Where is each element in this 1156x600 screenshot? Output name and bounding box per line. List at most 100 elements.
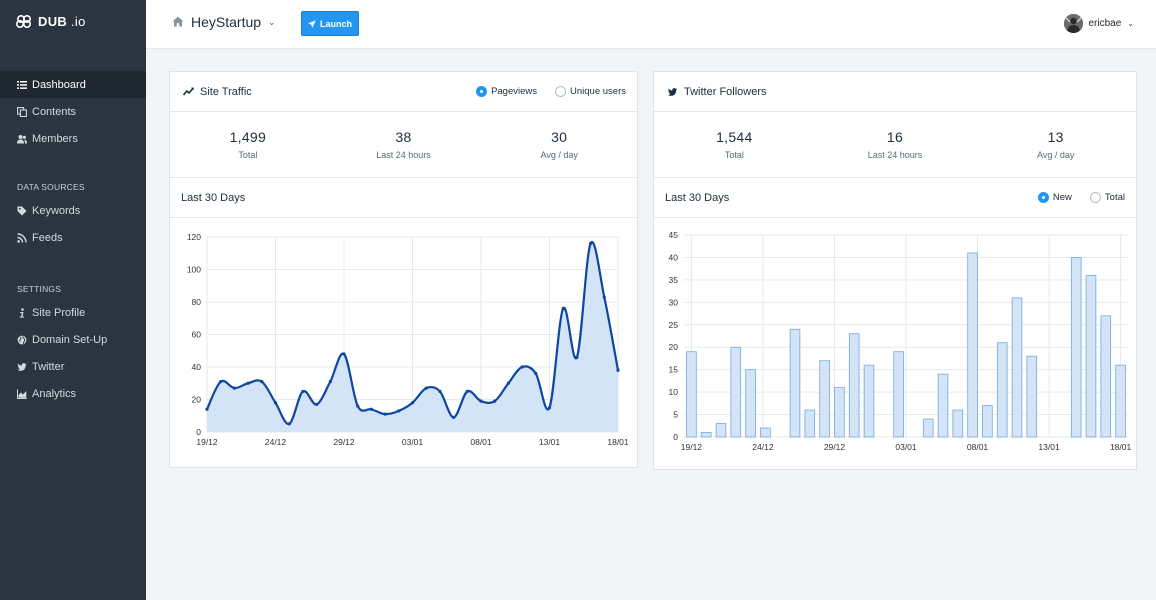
bar	[700, 432, 712, 438]
stat-value: 30	[551, 129, 568, 145]
data-point	[465, 389, 469, 393]
stat-label: Last 24 hours	[867, 150, 923, 160]
radio-label: New	[1052, 192, 1072, 203]
data-point	[410, 401, 415, 405]
x-tick-label: 18/01	[607, 437, 629, 447]
data-sources-nav: DATA SOURCES Keywords Feeds	[0, 177, 146, 251]
bar	[1026, 355, 1038, 438]
sidebar-item-twitter[interactable]: Twitter	[0, 353, 146, 380]
list-icon	[17, 80, 27, 90]
sidebar-item-label: Twitter	[32, 360, 65, 373]
bar	[996, 342, 1008, 438]
x-tick-label: 19/12	[196, 437, 218, 447]
x-tick-label: 13/01	[539, 437, 561, 447]
data-point	[328, 380, 332, 384]
x-tick-label: 03/01	[402, 437, 424, 447]
tag-icon	[17, 206, 27, 216]
stat-last-24h: 38 Last 24 hours	[326, 112, 482, 177]
site-switcher[interactable]: HeyStartup ⌄	[191, 14, 276, 30]
launch-button[interactable]: Launch	[301, 11, 359, 36]
avatar	[1064, 14, 1084, 33]
chevron-down-icon: ⌄	[268, 16, 276, 27]
follower-toggle: New Total	[1020, 178, 1125, 217]
sidebar-item-keywords[interactable]: Keywords	[0, 197, 146, 224]
stat-value: 1,499	[229, 129, 267, 145]
x-tick-label: 18/01	[1110, 442, 1132, 452]
data-point	[246, 381, 250, 385]
bar	[1100, 315, 1112, 438]
unique-users-radio[interactable]: Unique users	[555, 86, 626, 97]
traffic-line-chart: 0 20 40 60 80 100 120 19/12 24/12 29/12 03/01 08/01…	[187, 232, 629, 447]
data-point	[602, 295, 606, 299]
x-tick-label: 13/01	[1038, 442, 1060, 452]
bar	[745, 369, 756, 438]
card-title: Twitter Followers	[684, 85, 767, 98]
site-name: HeyStartup	[191, 14, 262, 30]
sidebar-item-label: Analytics	[32, 387, 77, 400]
data-point	[219, 380, 223, 384]
stat-label: Total	[724, 150, 744, 160]
bar	[1070, 257, 1082, 438]
sidebar-item-label: Domain Set-Up	[32, 333, 108, 346]
data-point	[232, 386, 236, 390]
bar	[760, 427, 771, 438]
data-point	[438, 389, 442, 393]
y-tick-label: 35	[669, 275, 679, 285]
stat-label: Last 24 hours	[376, 150, 431, 160]
radio-label: Unique users	[570, 86, 626, 97]
stat-value: 1,544	[716, 129, 753, 145]
user-menu[interactable]: ericbae ⌄	[1064, 14, 1134, 33]
sidebar-item-contents[interactable]: Contents	[0, 98, 146, 125]
data-point	[561, 306, 565, 311]
settings-nav: SETTINGS Site Profile Domain Set-Up Twit…	[0, 279, 146, 407]
data-point	[383, 412, 387, 416]
radio-dot	[1089, 192, 1101, 203]
data-point	[534, 371, 538, 376]
radio-dot	[555, 86, 567, 97]
y-tick-label: 20	[669, 342, 679, 352]
bar	[804, 409, 816, 438]
copy-icon	[17, 106, 27, 117]
logo-icon	[16, 15, 31, 28]
card-header: Twitter Followers	[654, 72, 1136, 112]
bar	[730, 346, 742, 438]
card-header: Site Traffic Pageviews Unique users	[170, 72, 637, 112]
sidebar: DUB .io Dashboard Contents Members DATA …	[0, 0, 146, 600]
chevron-down-icon: ⌄	[1127, 19, 1134, 28]
total-radio[interactable]: Total	[1089, 192, 1125, 203]
sidebar-item-feeds[interactable]: Feeds	[0, 224, 146, 251]
sidebar-item-site-profile[interactable]: Site Profile	[0, 299, 146, 326]
globe-icon	[17, 335, 27, 345]
sidebar-item-label: Dashboard	[32, 78, 86, 91]
y-tick-label: 0	[673, 432, 678, 442]
x-tick-label: 08/01	[470, 437, 492, 447]
sidebar-item-label: Feeds	[32, 231, 63, 244]
data-point	[369, 407, 373, 411]
new-radio[interactable]: New	[1037, 192, 1072, 203]
sidebar-item-label: Members	[32, 132, 78, 145]
sidebar-item-members[interactable]: Members	[0, 125, 146, 152]
data-point	[452, 415, 456, 419]
twitter-icon	[667, 87, 678, 97]
stats-row: 1,499 Total 38 Last 24 hours 30 Avg / day	[170, 112, 637, 178]
sidebar-item-dashboard[interactable]: Dashboard	[0, 71, 146, 98]
data-point	[520, 365, 524, 369]
y-tick-label: 40	[192, 362, 202, 372]
bar	[715, 423, 727, 438]
data-point	[315, 402, 319, 406]
bar	[686, 351, 697, 438]
stat-total: 1,499 Total	[170, 112, 326, 177]
y-tick-label: 20	[192, 395, 202, 405]
twitter-followers-card: Twitter Followers 1,544 Total 16 Last 24 h…	[653, 71, 1137, 470]
data-point	[493, 399, 497, 403]
radio-dot	[1037, 192, 1049, 203]
pageviews-radio[interactable]: Pageviews	[476, 86, 537, 97]
bar	[952, 409, 964, 438]
sidebar-item-domain-setup[interactable]: Domain Set-Up	[0, 326, 146, 353]
rocket-icon	[308, 19, 316, 28]
stat-label: Avg / day	[1037, 150, 1075, 160]
app-logo[interactable]: DUB .io	[16, 14, 86, 29]
card-title: Site Traffic	[200, 85, 252, 98]
chart-header: Last 30 Days	[170, 178, 637, 218]
sidebar-item-analytics[interactable]: Analytics	[0, 380, 146, 407]
